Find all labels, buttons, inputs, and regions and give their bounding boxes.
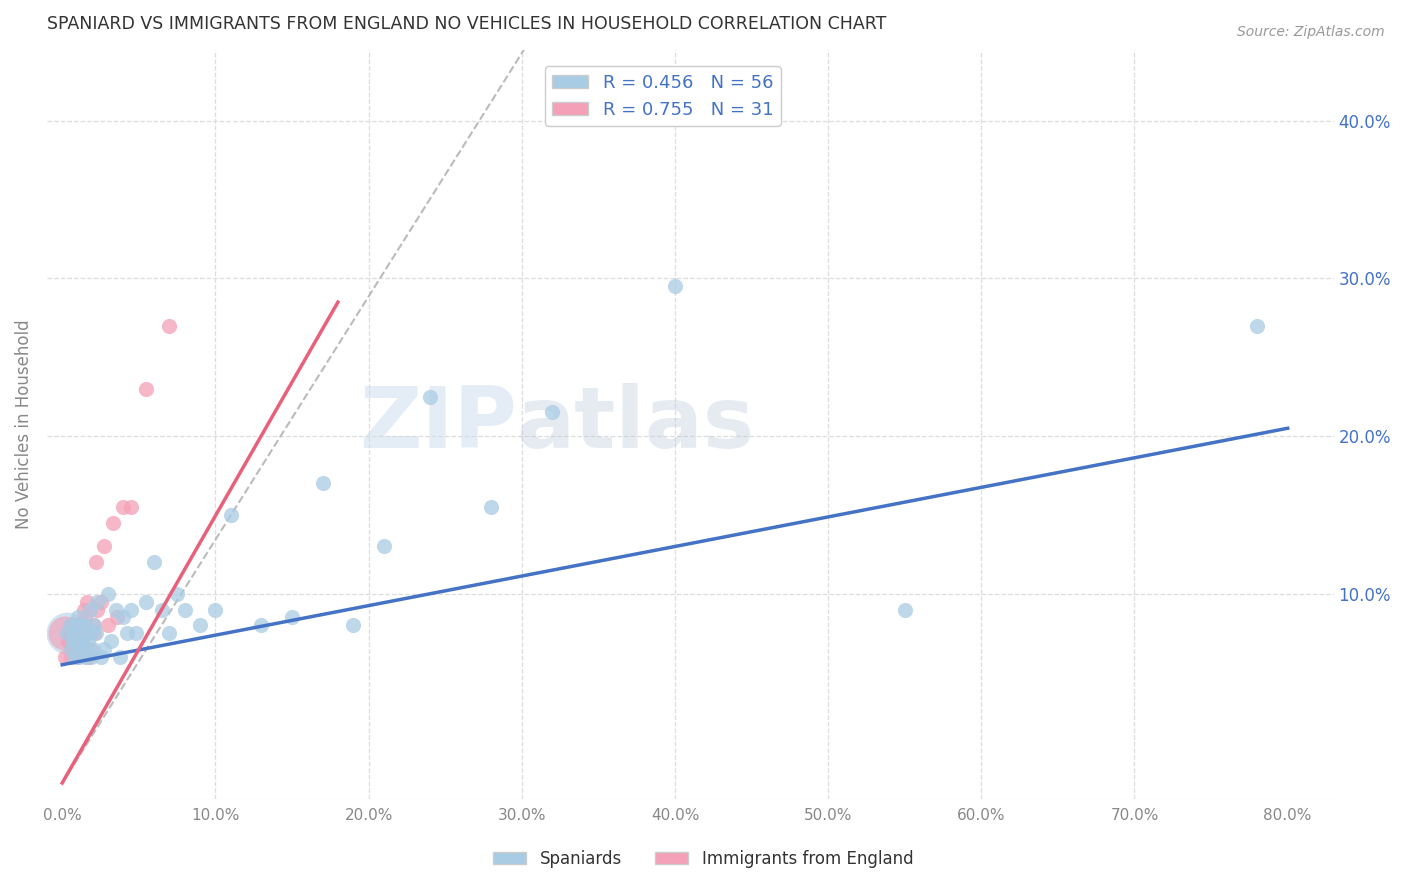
Point: [66, 626, 89, 640]
Point: [70, 642, 93, 657]
Point: [188, 618, 211, 632]
Point: [281, 610, 304, 624]
Point: [75, 610, 97, 624]
Point: [60, 642, 83, 657]
Point: [79, 642, 101, 657]
Point: [89, 595, 111, 609]
Point: [59, 626, 82, 640]
Point: [250, 618, 273, 632]
Point: [104, 602, 127, 616]
Point: [86, 595, 108, 609]
Point: [135, 595, 157, 609]
Point: [112, 500, 135, 514]
Text: ZIP: ZIP: [359, 383, 516, 466]
Point: [65, 634, 87, 648]
Point: [173, 602, 195, 616]
Point: [105, 610, 128, 624]
Point: [72, 618, 94, 632]
Point: [84, 626, 107, 640]
Point: [70, 634, 93, 648]
Point: [58, 634, 80, 648]
Point: [79, 602, 101, 616]
Point: [89, 649, 111, 664]
Point: [76, 595, 98, 609]
Point: [70, 642, 93, 657]
Point: [82, 618, 104, 632]
Point: [541, 405, 564, 419]
Point: [75, 649, 97, 664]
Point: [419, 390, 441, 404]
Text: Source: ZipAtlas.com: Source: ZipAtlas.com: [1237, 25, 1385, 39]
Point: [84, 555, 107, 569]
Point: [63, 642, 86, 657]
Point: [83, 618, 105, 632]
Point: [69, 626, 91, 640]
Point: [56, 626, 79, 640]
Point: [204, 602, 226, 616]
Point: [159, 626, 181, 640]
Legend: R = 0.456   N = 56, R = 0.755   N = 31: R = 0.456 N = 56, R = 0.755 N = 31: [546, 66, 780, 126]
Point: [75, 618, 97, 632]
Point: [112, 610, 135, 624]
Point: [66, 610, 89, 624]
Point: [159, 318, 181, 333]
Point: [125, 626, 148, 640]
Point: [120, 500, 142, 514]
Point: [83, 626, 105, 640]
Point: [97, 587, 120, 601]
Point: [60, 649, 83, 664]
Point: [77, 634, 100, 648]
Point: [86, 602, 108, 616]
Point: [97, 618, 120, 632]
Point: [100, 634, 122, 648]
Point: [72, 602, 94, 616]
Text: SPANIARD VS IMMIGRANTS FROM ENGLAND NO VEHICLES IN HOUSEHOLD CORRELATION CHART: SPANIARD VS IMMIGRANTS FROM ENGLAND NO V…: [46, 15, 886, 33]
Point: [110, 649, 132, 664]
Legend: Spaniards, Immigrants from England: Spaniards, Immigrants from England: [486, 844, 920, 875]
Point: [66, 634, 89, 648]
Point: [56, 626, 79, 640]
Point: [66, 649, 89, 664]
Point: [80, 649, 103, 664]
Point: [77, 649, 100, 664]
Text: atlas: atlas: [516, 383, 755, 466]
Point: [53, 649, 76, 664]
Point: [63, 618, 86, 632]
Point: [143, 555, 166, 569]
Point: [62, 634, 84, 648]
Point: [65, 634, 87, 648]
Point: [101, 516, 124, 530]
Y-axis label: No Vehicles in Household: No Vehicles in Household: [15, 319, 32, 529]
Point: [1246, 318, 1268, 333]
Point: [373, 540, 395, 554]
Point: [342, 618, 364, 632]
Point: [115, 626, 138, 640]
Point: [79, 626, 101, 640]
Point: [63, 649, 86, 664]
Point: [664, 279, 686, 293]
Point: [59, 618, 82, 632]
Point: [82, 642, 104, 657]
Point: [67, 618, 90, 632]
Point: [75, 626, 97, 640]
Point: [93, 540, 115, 554]
Point: [93, 642, 115, 657]
Point: [311, 476, 333, 491]
Point: [66, 649, 89, 664]
Point: [893, 602, 915, 616]
Point: [53, 626, 76, 640]
Point: [150, 602, 173, 616]
Point: [62, 626, 84, 640]
Point: [479, 500, 502, 514]
Point: [120, 602, 142, 616]
Point: [219, 508, 242, 522]
Point: [166, 587, 188, 601]
Point: [69, 634, 91, 648]
Point: [76, 642, 98, 657]
Point: [62, 618, 84, 632]
Point: [135, 382, 157, 396]
